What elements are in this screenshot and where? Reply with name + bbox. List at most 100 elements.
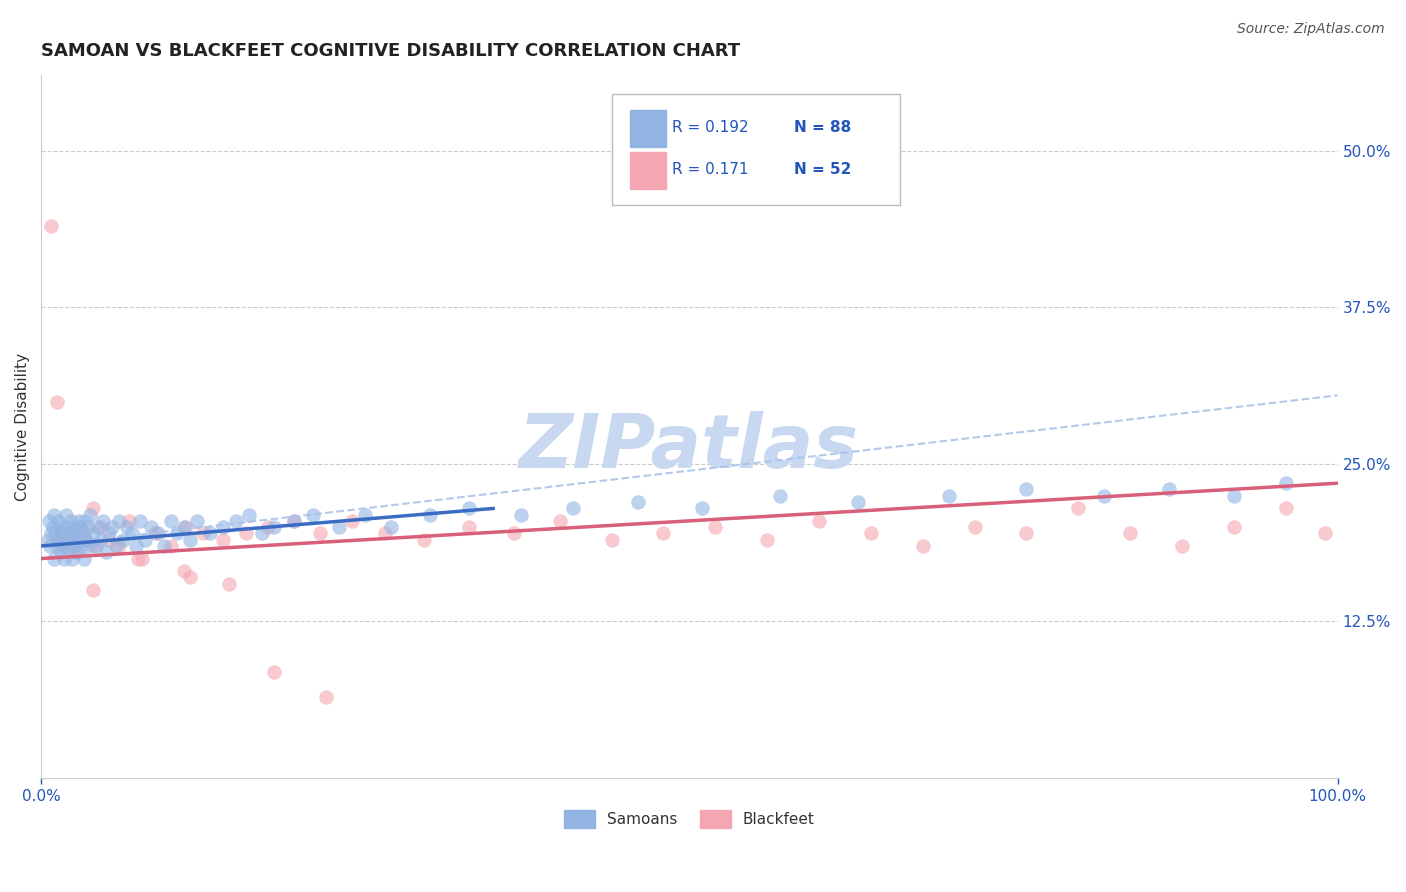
Point (600, 533, 623, 547)
Point (73, 551, 96, 566)
Point (82, 539, 104, 553)
Point (42, 520, 65, 534)
Point (77, 539, 100, 553)
Point (134, 533, 156, 547)
Legend: Samoans, Blackfeet: Samoans, Blackfeet (558, 804, 821, 834)
Point (118, 514, 141, 528)
Point (1223, 489, 1246, 503)
Point (1015, 526, 1038, 541)
Point (225, 514, 247, 528)
Point (52, 539, 75, 553)
Point (302, 508, 325, 522)
Point (166, 526, 188, 541)
Point (315, 690, 337, 704)
Point (45, 394, 67, 409)
Text: N = 88: N = 88 (794, 120, 852, 135)
Point (963, 520, 986, 534)
Point (55, 508, 77, 522)
Point (41, 526, 63, 541)
Point (159, 514, 181, 528)
Point (198, 526, 221, 541)
Point (65, 526, 87, 541)
Point (419, 508, 441, 522)
Point (69, 520, 91, 534)
Point (127, 551, 149, 566)
Point (412, 533, 434, 547)
Point (561, 501, 583, 516)
Point (769, 489, 792, 503)
Point (37, 533, 59, 547)
Point (211, 533, 233, 547)
Point (48, 533, 70, 547)
Point (128, 514, 150, 528)
Point (42, 551, 65, 566)
Point (62, 520, 84, 534)
Point (458, 520, 481, 534)
Point (548, 514, 571, 528)
Point (93, 514, 115, 528)
Point (173, 520, 195, 534)
Point (146, 526, 169, 541)
Point (49, 520, 72, 534)
Point (141, 520, 163, 534)
Point (1171, 539, 1194, 553)
Point (39, 539, 62, 553)
Point (69, 520, 91, 534)
Point (76, 533, 98, 547)
Point (58, 539, 80, 553)
Point (938, 489, 960, 503)
Point (49, 545, 72, 559)
Text: SAMOAN VS BLACKFEET COGNITIVE DISABILITY CORRELATION CHART: SAMOAN VS BLACKFEET COGNITIVE DISABILITY… (41, 42, 740, 60)
Point (1015, 483, 1038, 497)
Point (380, 520, 402, 534)
Point (143, 526, 166, 541)
Point (211, 520, 233, 534)
Point (59, 526, 82, 541)
Point (62, 539, 84, 553)
Point (108, 539, 131, 553)
Point (283, 514, 305, 528)
Point (53, 551, 76, 566)
Point (509, 508, 531, 522)
Point (756, 533, 779, 547)
Text: R = 0.171: R = 0.171 (672, 162, 748, 177)
Point (846, 495, 869, 509)
Point (503, 526, 526, 541)
Point (66, 545, 89, 559)
Point (342, 514, 364, 528)
Point (859, 526, 882, 541)
Text: ZIPatlas: ZIPatlas (519, 411, 859, 484)
Point (652, 526, 675, 541)
Point (45, 539, 67, 553)
Point (692, 501, 714, 516)
Text: R = 0.192: R = 0.192 (672, 120, 748, 135)
Point (59, 514, 82, 528)
Point (111, 533, 134, 547)
Point (94, 545, 117, 559)
Point (193, 526, 215, 541)
Point (125, 539, 148, 553)
Point (90, 533, 112, 547)
Point (63, 545, 86, 559)
Point (51, 526, 73, 541)
Point (328, 520, 350, 534)
Point (159, 539, 181, 553)
Point (458, 501, 481, 516)
Point (179, 570, 201, 584)
Point (72, 526, 94, 541)
Y-axis label: Cognitive Disability: Cognitive Disability (15, 352, 30, 500)
Point (121, 526, 143, 541)
Point (76, 520, 98, 534)
Point (115, 520, 138, 534)
Point (354, 508, 377, 522)
Point (82, 501, 104, 516)
Point (1313, 526, 1336, 541)
Point (97, 526, 120, 541)
Point (1067, 501, 1090, 516)
Point (69, 533, 91, 547)
Point (263, 665, 285, 679)
Point (704, 520, 727, 534)
Point (626, 495, 648, 509)
Point (41, 219, 63, 233)
Point (1119, 526, 1142, 541)
